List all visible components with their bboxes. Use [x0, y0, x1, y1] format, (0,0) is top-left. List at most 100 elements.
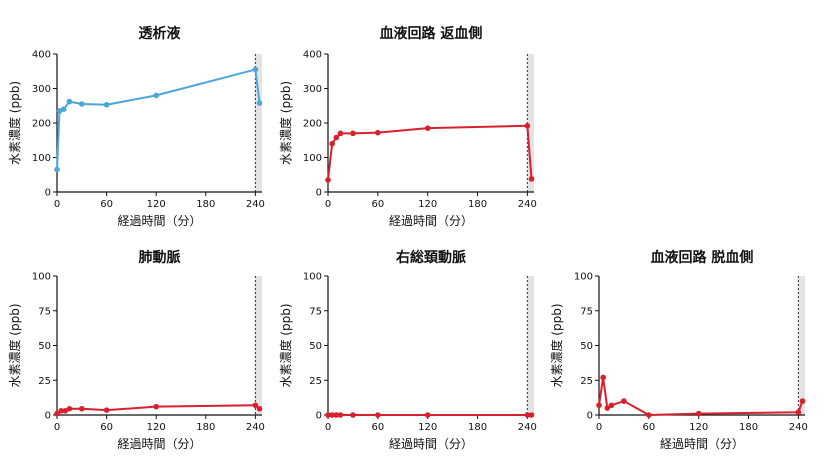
y-tick-label: 0: [316, 188, 322, 199]
data-point: [375, 412, 381, 418]
x-tick-label: 120: [418, 199, 437, 210]
y-axis-label: 水素濃度 (ppb): [7, 303, 22, 387]
x-tick-label: 180: [196, 199, 215, 210]
y-axis-label: 水素濃度 (ppb): [278, 81, 293, 165]
y-tick-label: 200: [303, 119, 322, 130]
y-tick-label: 50: [309, 341, 322, 352]
data-point: [252, 66, 259, 73]
chart-title: 血液回路 返血側: [380, 25, 483, 42]
x-tick-label: 60: [100, 422, 113, 433]
y-tick-label: 75: [38, 306, 51, 317]
data-point: [333, 412, 340, 418]
data-point: [350, 130, 356, 137]
data-point: [329, 140, 335, 147]
y-tick-label: 100: [574, 272, 593, 283]
x-tick-label: 120: [147, 199, 166, 210]
data-point: [604, 405, 611, 411]
data-point: [600, 374, 606, 381]
x-tick-label: 240: [246, 422, 265, 433]
data-point: [646, 412, 652, 418]
data-point: [252, 402, 259, 409]
data-point: [78, 101, 85, 107]
y-tick-label: 50: [580, 341, 593, 352]
data-point: [62, 408, 69, 414]
data-point: [528, 176, 535, 182]
y-tick-label: 300: [32, 84, 51, 95]
y-tick-label: 75: [309, 306, 322, 317]
series-line: [598, 376, 804, 416]
data-point: [596, 402, 602, 409]
data-point: [256, 405, 263, 412]
y-tick-label: 100: [303, 153, 322, 164]
chart-title: 右総頚動脈: [395, 249, 466, 266]
data-point: [524, 122, 531, 129]
y-axis-label: 水素濃度 (ppb): [549, 303, 564, 387]
x-tick-label: 120: [689, 422, 708, 433]
x-tick-label: 0: [54, 422, 60, 433]
data-point: [325, 412, 331, 418]
x-axis-label: 経過時間（分）: [389, 437, 473, 451]
data-point: [337, 412, 344, 418]
data-point: [795, 409, 802, 416]
x-tick-label: 240: [246, 199, 265, 210]
y-tick-label: 25: [580, 376, 593, 387]
chart-title: 肺動脈: [139, 249, 181, 266]
y-tick-label: 100: [32, 153, 51, 164]
y-tick-label: 200: [32, 119, 51, 130]
shaded-region: [255, 276, 262, 415]
data-point: [608, 402, 615, 409]
data-point: [524, 412, 531, 418]
shaded-region: [255, 54, 262, 192]
y-tick-label: 0: [587, 411, 593, 422]
data-point: [60, 106, 67, 112]
data-point: [78, 405, 85, 412]
x-tick-label: 240: [518, 422, 537, 433]
x-tick-label: 60: [371, 422, 384, 433]
x-tick-label: 120: [147, 422, 166, 433]
series-line: [56, 68, 261, 170]
data-point: [66, 405, 73, 412]
data-point: [424, 412, 431, 418]
x-tick-label: 180: [196, 422, 215, 433]
data-point: [375, 129, 381, 136]
data-point: [329, 412, 335, 418]
y-tick-label: 75: [580, 306, 593, 317]
x-axis-label: 経過時間（分）: [389, 214, 473, 228]
shaded-region: [798, 276, 805, 415]
y-tick-label: 0: [316, 411, 322, 422]
y-tick-label: 300: [303, 84, 322, 95]
y-tick-label: 100: [32, 272, 51, 283]
x-tick-label: 240: [789, 422, 808, 433]
y-tick-label: 0: [45, 411, 51, 422]
x-tick-label: 0: [54, 199, 60, 210]
y-tick-label: 400: [303, 50, 322, 61]
x-tick-label: 60: [371, 199, 384, 210]
data-point: [153, 92, 159, 99]
y-axis-label: 水素濃度 (ppb): [7, 81, 22, 165]
data-point: [695, 410, 702, 417]
x-axis-label: 経過時間（分）: [117, 214, 201, 228]
series-line: [327, 124, 533, 181]
x-tick-label: 180: [468, 422, 487, 433]
data-point: [799, 398, 806, 404]
x-tick-label: 60: [642, 422, 655, 433]
data-point: [153, 403, 159, 410]
x-tick-label: 180: [739, 422, 758, 433]
x-tick-label: 60: [100, 199, 113, 210]
y-tick-label: 0: [45, 188, 51, 199]
data-point: [333, 134, 340, 141]
data-point: [54, 166, 60, 173]
chart-title: 血液回路 脱血側: [651, 249, 754, 266]
x-tick-label: 0: [325, 199, 331, 210]
data-point: [337, 130, 344, 137]
y-axis-label: 水素濃度 (ppb): [278, 303, 293, 387]
data-point: [621, 398, 627, 404]
data-point: [58, 408, 64, 414]
y-tick-label: 25: [38, 376, 51, 387]
data-point: [54, 410, 60, 417]
y-tick-label: 50: [38, 341, 51, 352]
